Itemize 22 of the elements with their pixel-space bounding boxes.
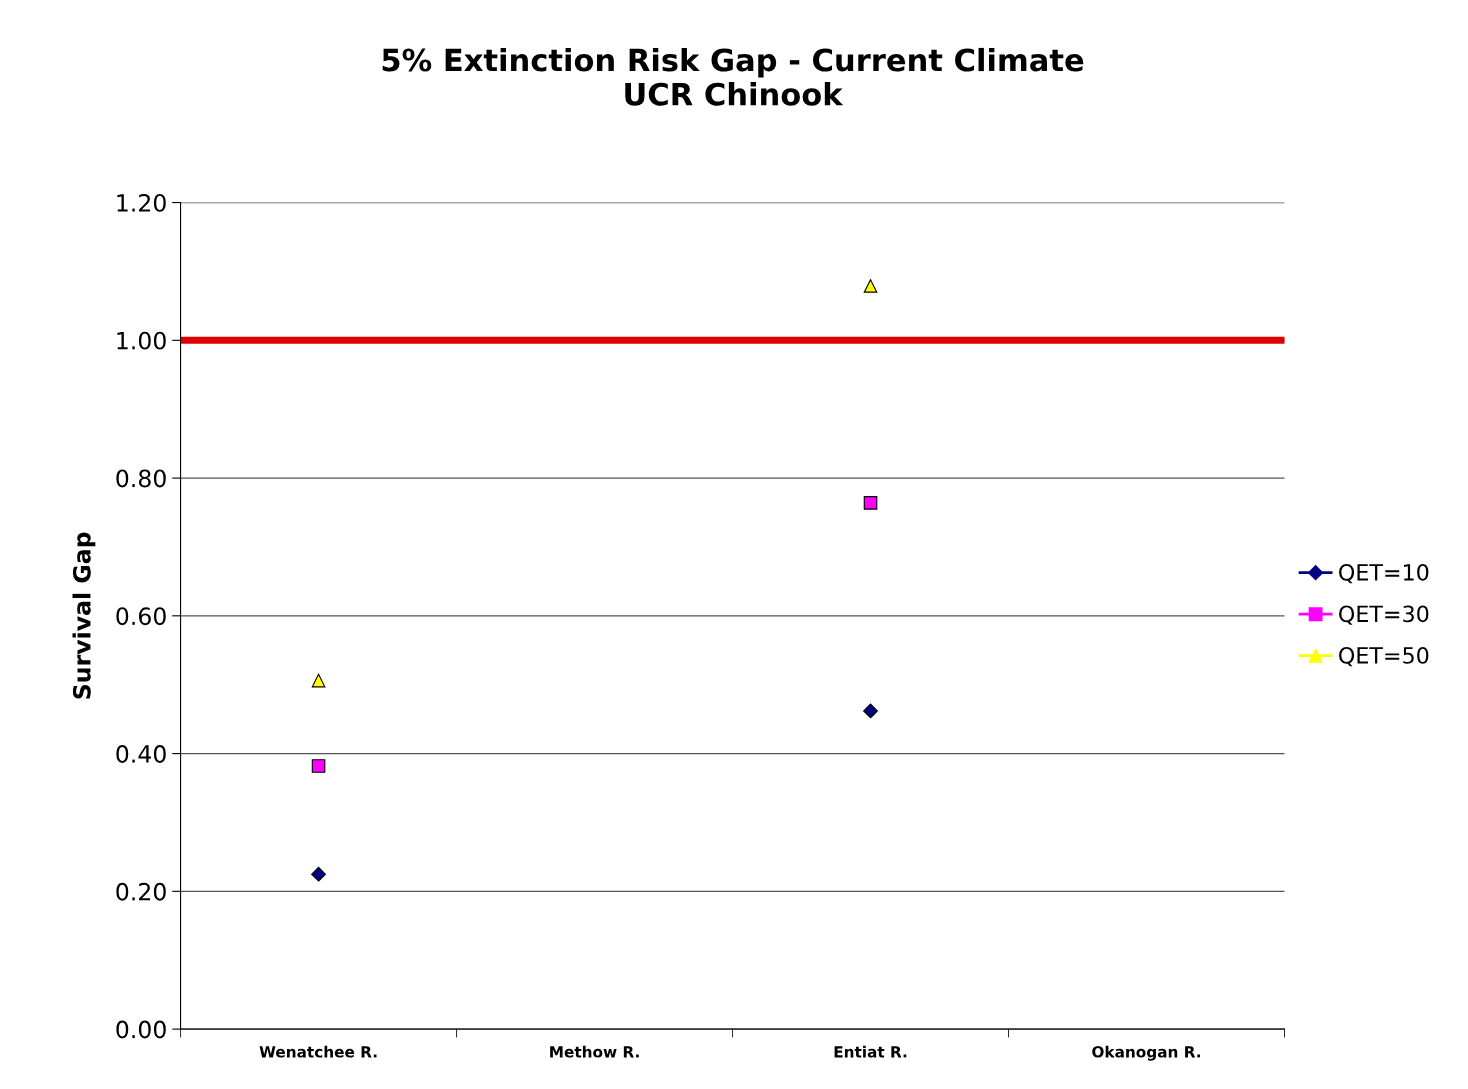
y-tick-label: 0.40 (116, 745, 166, 763)
x-tick-label: Methow R. (550, 1045, 639, 1058)
y-tick-label: 1.20 (117, 194, 166, 212)
x-tick-label: Entiat R. (834, 1045, 907, 1058)
chart-title: 5% Extinction Risk Gap - Current Climate UCR Chinook (382, 47, 1084, 106)
point (311, 673, 326, 688)
point (863, 703, 878, 719)
y-tick-label: 1.00 (117, 331, 166, 350)
y-tick-label: 0.20 (116, 882, 166, 901)
y-tick-label: 0.60 (116, 607, 166, 626)
legend-label: QET=30 (1339, 605, 1429, 625)
point (311, 759, 326, 773)
x-tick-label: Wenatchee R. (259, 1045, 377, 1058)
point (311, 866, 326, 882)
y-tick-label: 0.80 (116, 469, 166, 488)
legend-label: QET=50 (1339, 646, 1429, 667)
point (863, 279, 878, 293)
y-tick-label: 0.00 (116, 1020, 166, 1039)
x-tick-label: Okanogan R. (1092, 1045, 1201, 1061)
legend-label: QET=10 (1339, 563, 1429, 584)
point (863, 496, 878, 510)
y-axis-title: Survival Gap (72, 532, 96, 699)
